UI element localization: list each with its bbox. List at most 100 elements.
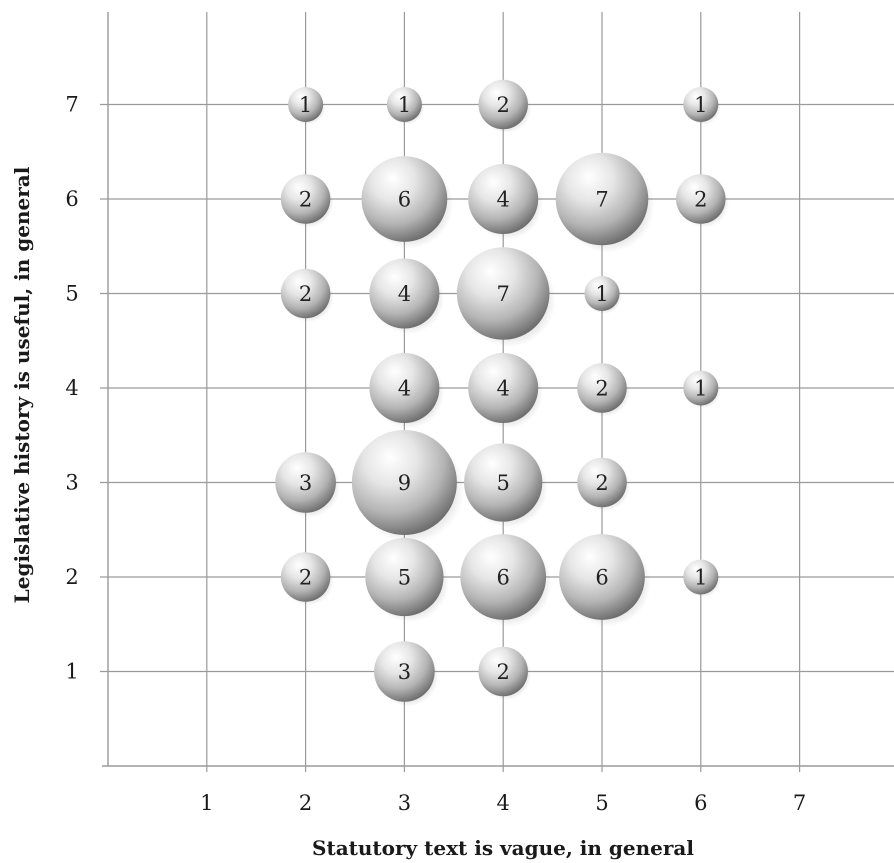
bubble-sphere	[464, 443, 543, 522]
bubble: 6	[361, 156, 454, 249]
bubble-count-label: 4	[497, 377, 510, 401]
bubble-count-label: 4	[497, 188, 510, 212]
bubble: 5	[464, 443, 548, 528]
bubble-sphere	[555, 152, 649, 246]
bubble-sphere	[280, 268, 331, 319]
bubble: 1	[683, 370, 721, 409]
bubble-sphere	[478, 79, 528, 130]
y-tick-label: 6	[65, 187, 78, 211]
bubble-count-label: 2	[299, 566, 312, 590]
bubble-count-label: 2	[595, 471, 608, 495]
tick-labels: 1 2 3 4 5 6 7 1 2 3 4 5 6 7	[65, 93, 806, 816]
bubble-count-label: 5	[497, 471, 510, 495]
bubble-count-label: 9	[398, 471, 411, 495]
bubble: 6	[559, 534, 651, 627]
bubble: 1	[683, 559, 721, 598]
bubble-sphere	[288, 87, 324, 122]
bubble-sphere	[369, 258, 440, 329]
bubble-count-label: 2	[299, 188, 312, 212]
bubble-count-label: 2	[694, 188, 707, 212]
x-tick-label: 2	[299, 791, 312, 815]
y-tick-label: 2	[65, 565, 78, 589]
bubble: 3	[275, 452, 341, 518]
bubble-count-label: 4	[398, 377, 411, 401]
bubble: 2	[280, 268, 334, 323]
bubble-sphere	[468, 353, 539, 423]
bubble-sphere	[478, 646, 528, 697]
bubble: 2	[676, 174, 730, 228]
bubble: 2	[577, 363, 631, 417]
bubble: 6	[460, 534, 553, 627]
bubble: 2	[280, 552, 334, 606]
bubble-sphere	[365, 537, 444, 617]
x-tick-label: 3	[398, 791, 411, 815]
bubble-sphere	[275, 452, 336, 513]
bubbles: 1 1 2 12 6 4 7 22 4 7 14 4 2 13 9 5 22 5 6 6 13 2	[275, 79, 730, 707]
bubble-sphere	[374, 641, 435, 702]
bubble: 2	[478, 79, 532, 134]
bubble-count-label: 7	[595, 188, 608, 212]
bubble-sphere	[683, 87, 719, 122]
y-tick-label: 1	[65, 660, 78, 684]
bubble-count-label: 7	[497, 282, 510, 306]
bubble-count-label: 5	[398, 566, 411, 590]
bubble-count-label: 1	[694, 566, 707, 590]
bubble-count-label: 2	[497, 93, 510, 117]
x-tick-label: 1	[200, 791, 213, 815]
x-axis-title: Statutory text is vague, in general	[312, 836, 694, 860]
y-tick-label: 5	[65, 282, 78, 306]
bubble-sphere	[559, 534, 645, 620]
bubble-count-label: 2	[497, 660, 510, 684]
bubble-sphere	[369, 353, 440, 423]
bubble-count-label: 6	[497, 566, 510, 590]
bubble: 1	[386, 87, 425, 125]
bubble: 4	[369, 258, 445, 335]
bubble-count-label: 1	[398, 93, 411, 117]
bubble-sphere	[460, 534, 547, 620]
bubble-sphere	[577, 363, 627, 413]
bubble-count-label: 1	[694, 93, 707, 117]
bubble: 1	[683, 87, 721, 125]
bubble-count-label: 1	[694, 377, 707, 401]
y-axis-title: Legislative history is useful, in genera…	[10, 166, 34, 603]
bubble-sphere	[456, 247, 550, 340]
bubble-count-label: 6	[398, 188, 411, 212]
bubble-sphere	[676, 174, 726, 224]
bubble-count-label: 1	[595, 282, 608, 306]
bubble-sphere	[351, 430, 457, 535]
bubble-count-label: 6	[595, 566, 608, 590]
bubble: 4	[468, 353, 544, 429]
y-tick-label: 3	[65, 471, 78, 495]
x-tick-label: 6	[694, 791, 707, 815]
bubble: 5	[365, 537, 450, 623]
bubble-count-label: 3	[299, 471, 312, 495]
bubble: 1	[288, 87, 326, 125]
bubble-sphere	[468, 164, 539, 234]
bubble-sphere	[683, 370, 719, 406]
bubble-sphere	[386, 87, 422, 122]
bubble-sphere	[280, 174, 331, 224]
bubble-count-label: 1	[299, 93, 312, 117]
x-tick-label: 5	[595, 791, 608, 815]
y-tick-label: 7	[65, 93, 78, 117]
bubble: 7	[456, 247, 556, 348]
bubble-sphere	[584, 276, 620, 311]
bubble-sphere	[577, 457, 627, 508]
bubble: 7	[555, 152, 655, 253]
bubble-sphere	[280, 552, 331, 602]
bubble-sphere	[683, 559, 719, 595]
bubble-count-label: 4	[398, 282, 411, 306]
bubble: 2	[478, 646, 532, 701]
y-tick-label: 4	[65, 376, 78, 400]
bubble: 1	[584, 276, 622, 314]
bubble-count-label: 2	[299, 282, 312, 306]
bubble-sphere	[361, 156, 448, 242]
bubble: 2	[280, 174, 334, 228]
bubble: 3	[374, 641, 439, 707]
x-tick-label: 7	[793, 791, 806, 815]
bubble: 4	[369, 353, 445, 429]
bubble: 9	[351, 430, 465, 544]
bubble-count-label: 3	[398, 660, 411, 684]
bubble: 4	[468, 164, 544, 240]
